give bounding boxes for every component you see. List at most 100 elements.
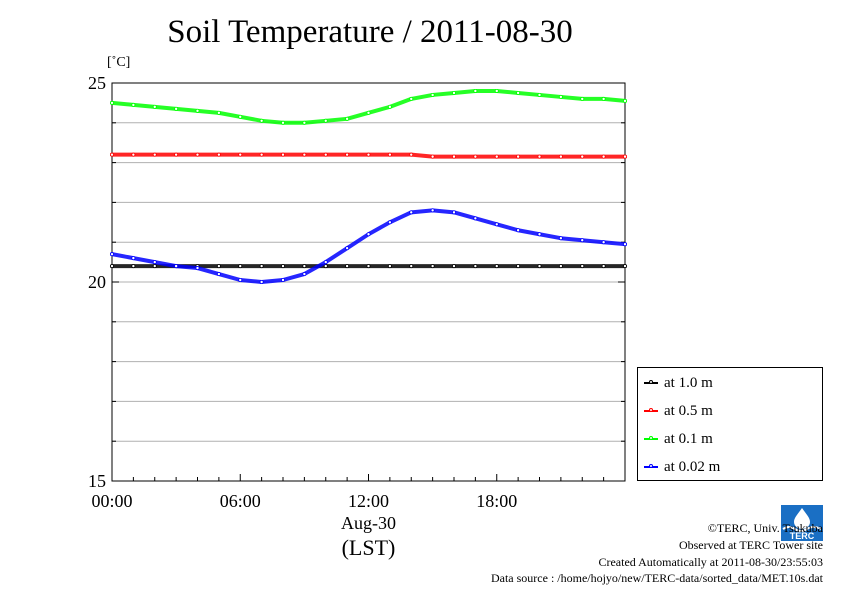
data-point [259,152,264,157]
data-point [601,240,606,245]
footer-created: Created Automatically at 2011-08-30/23:5… [598,555,823,569]
data-point [580,154,585,159]
data-point [345,246,350,251]
data-point [430,92,435,97]
data-point [216,110,221,115]
data-point [580,238,585,243]
y-tick-label: 15 [88,471,106,491]
data-point [516,154,521,159]
data-point [195,152,200,157]
legend-label: at 0.5 m [664,402,713,419]
data-point [174,152,179,157]
data-point [174,264,179,269]
data-point [494,88,499,93]
data-point [195,108,200,113]
data-point [623,154,628,159]
data-point [302,264,307,269]
data-point [131,264,136,269]
data-point [537,92,542,97]
data-point [473,88,478,93]
data-point [451,154,456,159]
data-point [580,264,585,269]
data-point [537,264,542,269]
data-point [110,152,115,157]
legend-swatch [644,408,658,412]
data-point [152,104,157,109]
data-point [409,152,414,157]
data-point [558,264,563,269]
data-point [516,90,521,95]
data-point [558,236,563,241]
data-point [302,272,307,277]
data-point [366,152,371,157]
data-point [494,222,499,227]
data-point [494,154,499,159]
data-point [558,94,563,99]
data-point [451,90,456,95]
data-point [537,154,542,159]
y-tick-label: 25 [88,73,106,93]
data-point [302,152,307,157]
data-point [131,256,136,261]
data-point [323,260,328,265]
data-point [473,216,478,221]
data-point [216,272,221,277]
data-point [451,264,456,269]
data-point [623,242,628,247]
data-point [387,220,392,225]
footer-source: Data source : /home/hojyo/new/TERC-data/… [490,571,823,585]
data-point [430,208,435,213]
data-point [238,114,243,119]
x-tick-label: 00:00 [91,491,132,511]
data-point [387,152,392,157]
data-point [323,118,328,123]
data-point [152,264,157,269]
data-point [259,118,264,123]
data-point [259,264,264,269]
legend-item: at 0.02 m [644,456,720,478]
legend: at 1.0 m at 0.5 m at 0.1 m at 0.02 m [637,367,823,481]
data-point [623,98,628,103]
data-point [494,264,499,269]
x-tick-label: 12:00 [348,491,389,511]
data-point [323,152,328,157]
data-point [110,100,115,105]
data-point [238,278,243,283]
data-point [131,102,136,107]
legend-label: at 1.0 m [664,374,713,391]
legend-item: at 0.1 m [644,428,713,450]
data-point [366,110,371,115]
footer-observed: Observed at TERC Tower site [678,538,823,552]
data-point [110,252,115,257]
data-point [366,232,371,237]
series-line [110,208,627,284]
data-point [558,154,563,159]
data-point [387,264,392,269]
legend-swatch [644,380,658,384]
data-point [216,264,221,269]
data-point [302,120,307,125]
y-unit-label: [˚C] [107,55,131,70]
x-tick-label: 06:00 [220,491,261,511]
data-point [174,106,179,111]
data-point [280,264,285,269]
y-tick-label: 20 [88,272,106,292]
legend-item: at 1.0 m [644,372,713,394]
data-point [601,264,606,269]
footer-copyright: ©TERC, Univ. Tsukuba [707,521,823,535]
legend-label: at 0.1 m [664,430,713,447]
data-point [152,152,157,157]
data-point [238,264,243,269]
chart-title: Soil Temperature / 2011-08-30 [167,14,573,50]
data-point [280,120,285,125]
data-point [110,264,115,269]
data-point [366,264,371,269]
data-point [537,232,542,237]
data-point [430,154,435,159]
data-point [473,264,478,269]
data-point [280,152,285,157]
legend-swatch [644,464,658,468]
data-point [259,279,264,284]
data-point [216,152,221,157]
